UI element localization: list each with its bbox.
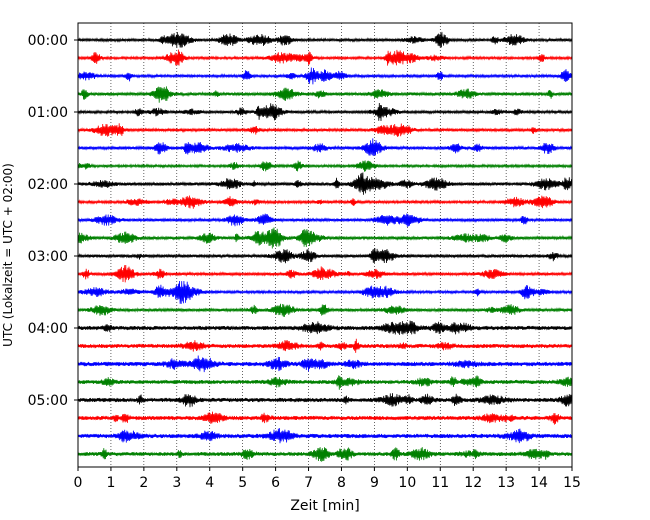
trace-04:15: [77, 338, 573, 353]
trace-01:45: [77, 160, 573, 172]
trace-00:45: [77, 86, 573, 103]
seismogram-traces: [77, 31, 573, 462]
y-tick-label: 01:00: [28, 105, 68, 121]
x-tick-label: 5: [238, 475, 247, 491]
x-tick-label: 10: [398, 475, 416, 491]
vertical-grid: [110, 23, 540, 467]
x-axis-label: Zeit [min]: [290, 498, 359, 514]
plot-frame: [77, 22, 573, 468]
y-tick-label: 05:00: [28, 393, 68, 409]
y-axis-label: UTC (Lokalzeit = UTC + 02:00): [1, 163, 15, 347]
x-tick-label: 11: [431, 475, 449, 491]
trace-04:45: [77, 375, 573, 390]
x-tick-label: 3: [172, 475, 181, 491]
trace-04:30: [77, 355, 573, 373]
trace-03:45: [77, 303, 573, 317]
trace-05:30: [77, 428, 573, 444]
x-tick-label: 15: [563, 475, 581, 491]
trace-03:00: [77, 248, 573, 264]
trace-03:30: [77, 280, 573, 304]
trace-00:30: [77, 67, 573, 85]
y-axis-ticks: 00:00 01:00 02:00 03:00 04:00 05:00: [28, 33, 78, 409]
x-tick-label: 12: [464, 475, 482, 491]
x-axis-ticks: 0 1 2 3 4 5 6 7 8 9 10 11 12 13 14 15: [74, 467, 581, 491]
x-tick-label: 4: [205, 475, 214, 491]
trace-00:15: [77, 49, 573, 66]
y-tick-label: 03:00: [28, 249, 68, 265]
trace-01:30: [77, 138, 573, 157]
x-tick-label: 0: [74, 475, 83, 491]
x-tick-label: 8: [337, 475, 346, 491]
trace-05:45: [77, 447, 573, 462]
x-tick-label: 13: [497, 475, 515, 491]
trace-05:00: [77, 393, 573, 408]
trace-05:15: [77, 411, 573, 425]
trace-04:00: [77, 320, 573, 335]
x-tick-label: 9: [370, 475, 379, 491]
trace-02:45: [77, 227, 573, 249]
trace-00:00: [77, 31, 573, 48]
x-tick-label: 14: [530, 475, 548, 491]
y-tick-label: 00:00: [28, 33, 68, 49]
x-tick-label: 6: [271, 475, 280, 491]
trace-03:15: [77, 264, 573, 283]
x-tick-label: 1: [106, 475, 115, 491]
trace-02:15: [77, 195, 573, 209]
trace-02:00: [77, 172, 573, 195]
x-tick-label: 2: [139, 475, 148, 491]
y-tick-label: 02:00: [28, 177, 68, 193]
x-tick-label: 7: [304, 475, 313, 491]
trace-01:15: [77, 123, 573, 137]
y-tick-label: 04:00: [28, 321, 68, 337]
trace-02:30: [77, 213, 573, 227]
trace-01:00: [77, 102, 573, 122]
